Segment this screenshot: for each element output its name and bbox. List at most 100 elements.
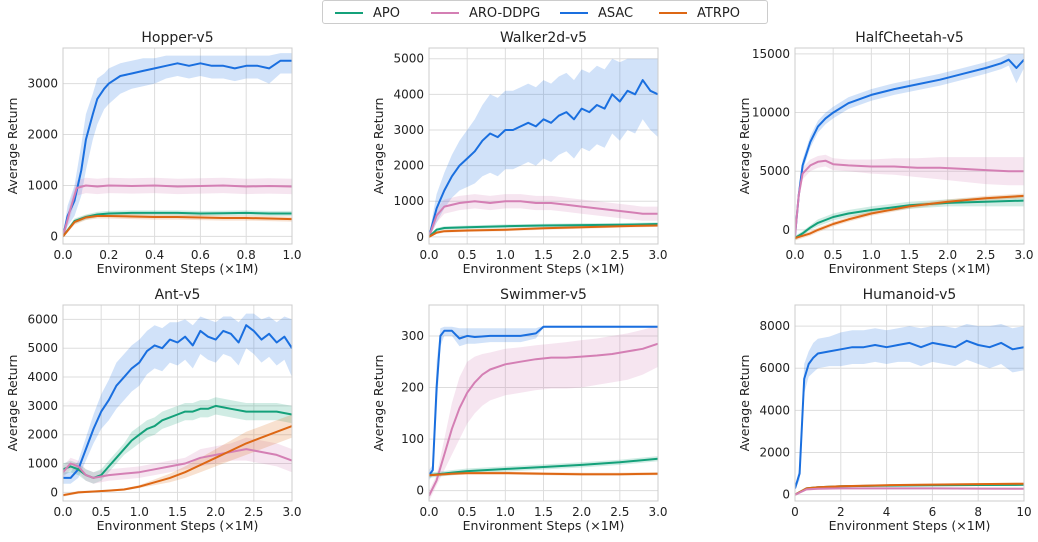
x-tick-label: 2.0 [938, 248, 957, 262]
panel-halfcheetah-v5: 0.0 0.5 1.0 1.5 2.0 2.5 3.0 0 5000 10000 15000 Half… [737, 30, 1034, 276]
line-atrpo [63, 425, 292, 497]
y-tick-label: 8000 [759, 319, 790, 333]
y-tick-label: 0 [416, 484, 424, 498]
line-asac [795, 339, 1024, 489]
x-tick-label: 1.5 [534, 248, 553, 262]
x-axis-label: Environment Steps (×1M) [829, 261, 991, 276]
band-aro-ddpg [429, 194, 658, 239]
x-tick-label: 0.0 [419, 505, 438, 519]
line-asac [429, 79, 658, 238]
line-atrpo [429, 472, 658, 477]
panel-title: Humanoid-v5 [863, 287, 957, 303]
x-tick-label: 1.0 [496, 505, 515, 519]
y-axis-label: Average Return [371, 98, 386, 195]
legend-label-apo: APO [373, 5, 400, 21]
band-aro-ddpg [63, 177, 292, 239]
panel-title: HalfCheetah-v5 [855, 30, 964, 46]
panel-walker2d-v5: 0.0 0.5 1.0 1.5 2.0 2.5 3.0 0 1000 2000 3000 4000 50… [371, 30, 668, 276]
x-tick-label: 0.6 [191, 248, 210, 262]
y-tick-label: 2000 [27, 128, 58, 142]
y-tick-label: 2000 [393, 159, 424, 173]
plot-area [63, 53, 292, 239]
y-tick-label: 0 [50, 485, 58, 499]
x-tick-label: 2.5 [244, 505, 263, 519]
plot-frame [794, 304, 1025, 502]
x-tick-label: 1.5 [168, 505, 187, 519]
x-axis-label: Environment Steps (×1M) [97, 261, 259, 276]
y-tick-label: 6000 [27, 312, 58, 326]
legend-item-atrpo: ATRPO [659, 3, 740, 23]
line-aro-ddpg [63, 448, 292, 479]
x-tick-label: 3.0 [648, 505, 667, 519]
legend-item-asac: ASAC [560, 3, 633, 23]
plot-frame [62, 304, 293, 502]
legend-swatch-aro-ddpg [431, 12, 459, 14]
legend-label-asac: ASAC [598, 5, 634, 21]
legend-swatch-asac [560, 12, 588, 14]
x-tick-label: 0.5 [458, 505, 477, 519]
y-tick-label: 3000 [27, 399, 58, 413]
x-tick-label: 2.0 [572, 505, 591, 519]
x-tick-label: 1.0 [282, 248, 301, 262]
band-atrpo [63, 213, 292, 238]
x-tick-label: 0.0 [785, 248, 804, 262]
line-asac [795, 58, 1024, 236]
line-atrpo [795, 194, 1024, 240]
x-axis-label: Environment Steps (×1M) [463, 518, 625, 533]
y-tick-label: 5000 [27, 341, 58, 355]
y-tick-label: 1000 [27, 457, 58, 471]
x-tick-label: 0.4 [145, 248, 164, 262]
y-tick-label: 300 [401, 329, 424, 343]
line-atrpo [795, 482, 1024, 496]
x-tick-label: 6 [929, 505, 937, 519]
y-tick-label: 2000 [759, 446, 790, 460]
x-tick-label: 1.0 [130, 505, 149, 519]
legend: APO ARO-DDPG ASAC ATRPO [322, 0, 768, 24]
band-asac [795, 53, 1024, 240]
plot-area [63, 313, 292, 497]
x-axis-label: Environment Steps (×1M) [97, 518, 259, 533]
line-aro-ddpg [795, 159, 1024, 236]
panel-hopper-v5: 0.0 0.2 0.4 0.6 0.8 1.0 0 1000 2000 3000 Hopper-v5… [5, 30, 302, 276]
y-tick-label: 0 [782, 488, 790, 502]
plot-area [429, 58, 658, 239]
panel-title: Walker2d-v5 [500, 30, 587, 46]
x-tick-label: 3.0 [648, 248, 667, 262]
y-tick-label: 4000 [27, 370, 58, 384]
x-axis-label: Environment Steps (×1M) [463, 261, 625, 276]
y-tick-label: 10000 [752, 106, 790, 120]
x-tick-label: 2.5 [610, 248, 629, 262]
y-tick-label: 2000 [27, 428, 58, 442]
y-tick-label: 0 [416, 230, 424, 244]
x-tick-label: 0.0 [53, 248, 72, 262]
band-apo [795, 194, 1024, 241]
y-tick-label: 5000 [759, 164, 790, 178]
x-tick-label: 0.8 [237, 248, 256, 262]
band-aro-ddpg [429, 325, 658, 501]
legend-label-aro-ddpg: ARO-DDPG [469, 5, 541, 21]
band-asac [63, 313, 292, 484]
y-tick-label: 5000 [393, 52, 424, 66]
band-asac [63, 53, 292, 239]
line-apo [429, 223, 658, 238]
line-aro-ddpg [795, 487, 1024, 496]
y-tick-label: 6000 [759, 361, 790, 375]
x-tick-label: 1.0 [862, 248, 881, 262]
y-tick-label: 200 [401, 381, 424, 395]
x-tick-label: 1.0 [496, 248, 515, 262]
y-axis-label: Average Return [371, 355, 386, 452]
y-axis-label: Average Return [5, 98, 20, 195]
panel-ant-v5: 0.0 0.5 1.0 1.5 2.0 2.5 3.0 0 1000 2000 3000 4000 50… [5, 287, 302, 533]
plot-frame [794, 47, 1025, 245]
x-tick-label: 0.2 [99, 248, 118, 262]
x-tick-label: 8 [974, 505, 982, 519]
band-aro-ddpg [795, 154, 1024, 240]
y-tick-label: 3000 [27, 77, 58, 91]
y-axis-label: Average Return [5, 355, 20, 452]
plot-frame [62, 47, 293, 245]
y-tick-label: 1000 [27, 178, 58, 192]
line-apo [795, 199, 1024, 239]
x-axis-label: Environment Steps (×1M) [829, 518, 991, 533]
line-atrpo [429, 224, 658, 238]
y-axis-label: Average Return [737, 98, 752, 195]
